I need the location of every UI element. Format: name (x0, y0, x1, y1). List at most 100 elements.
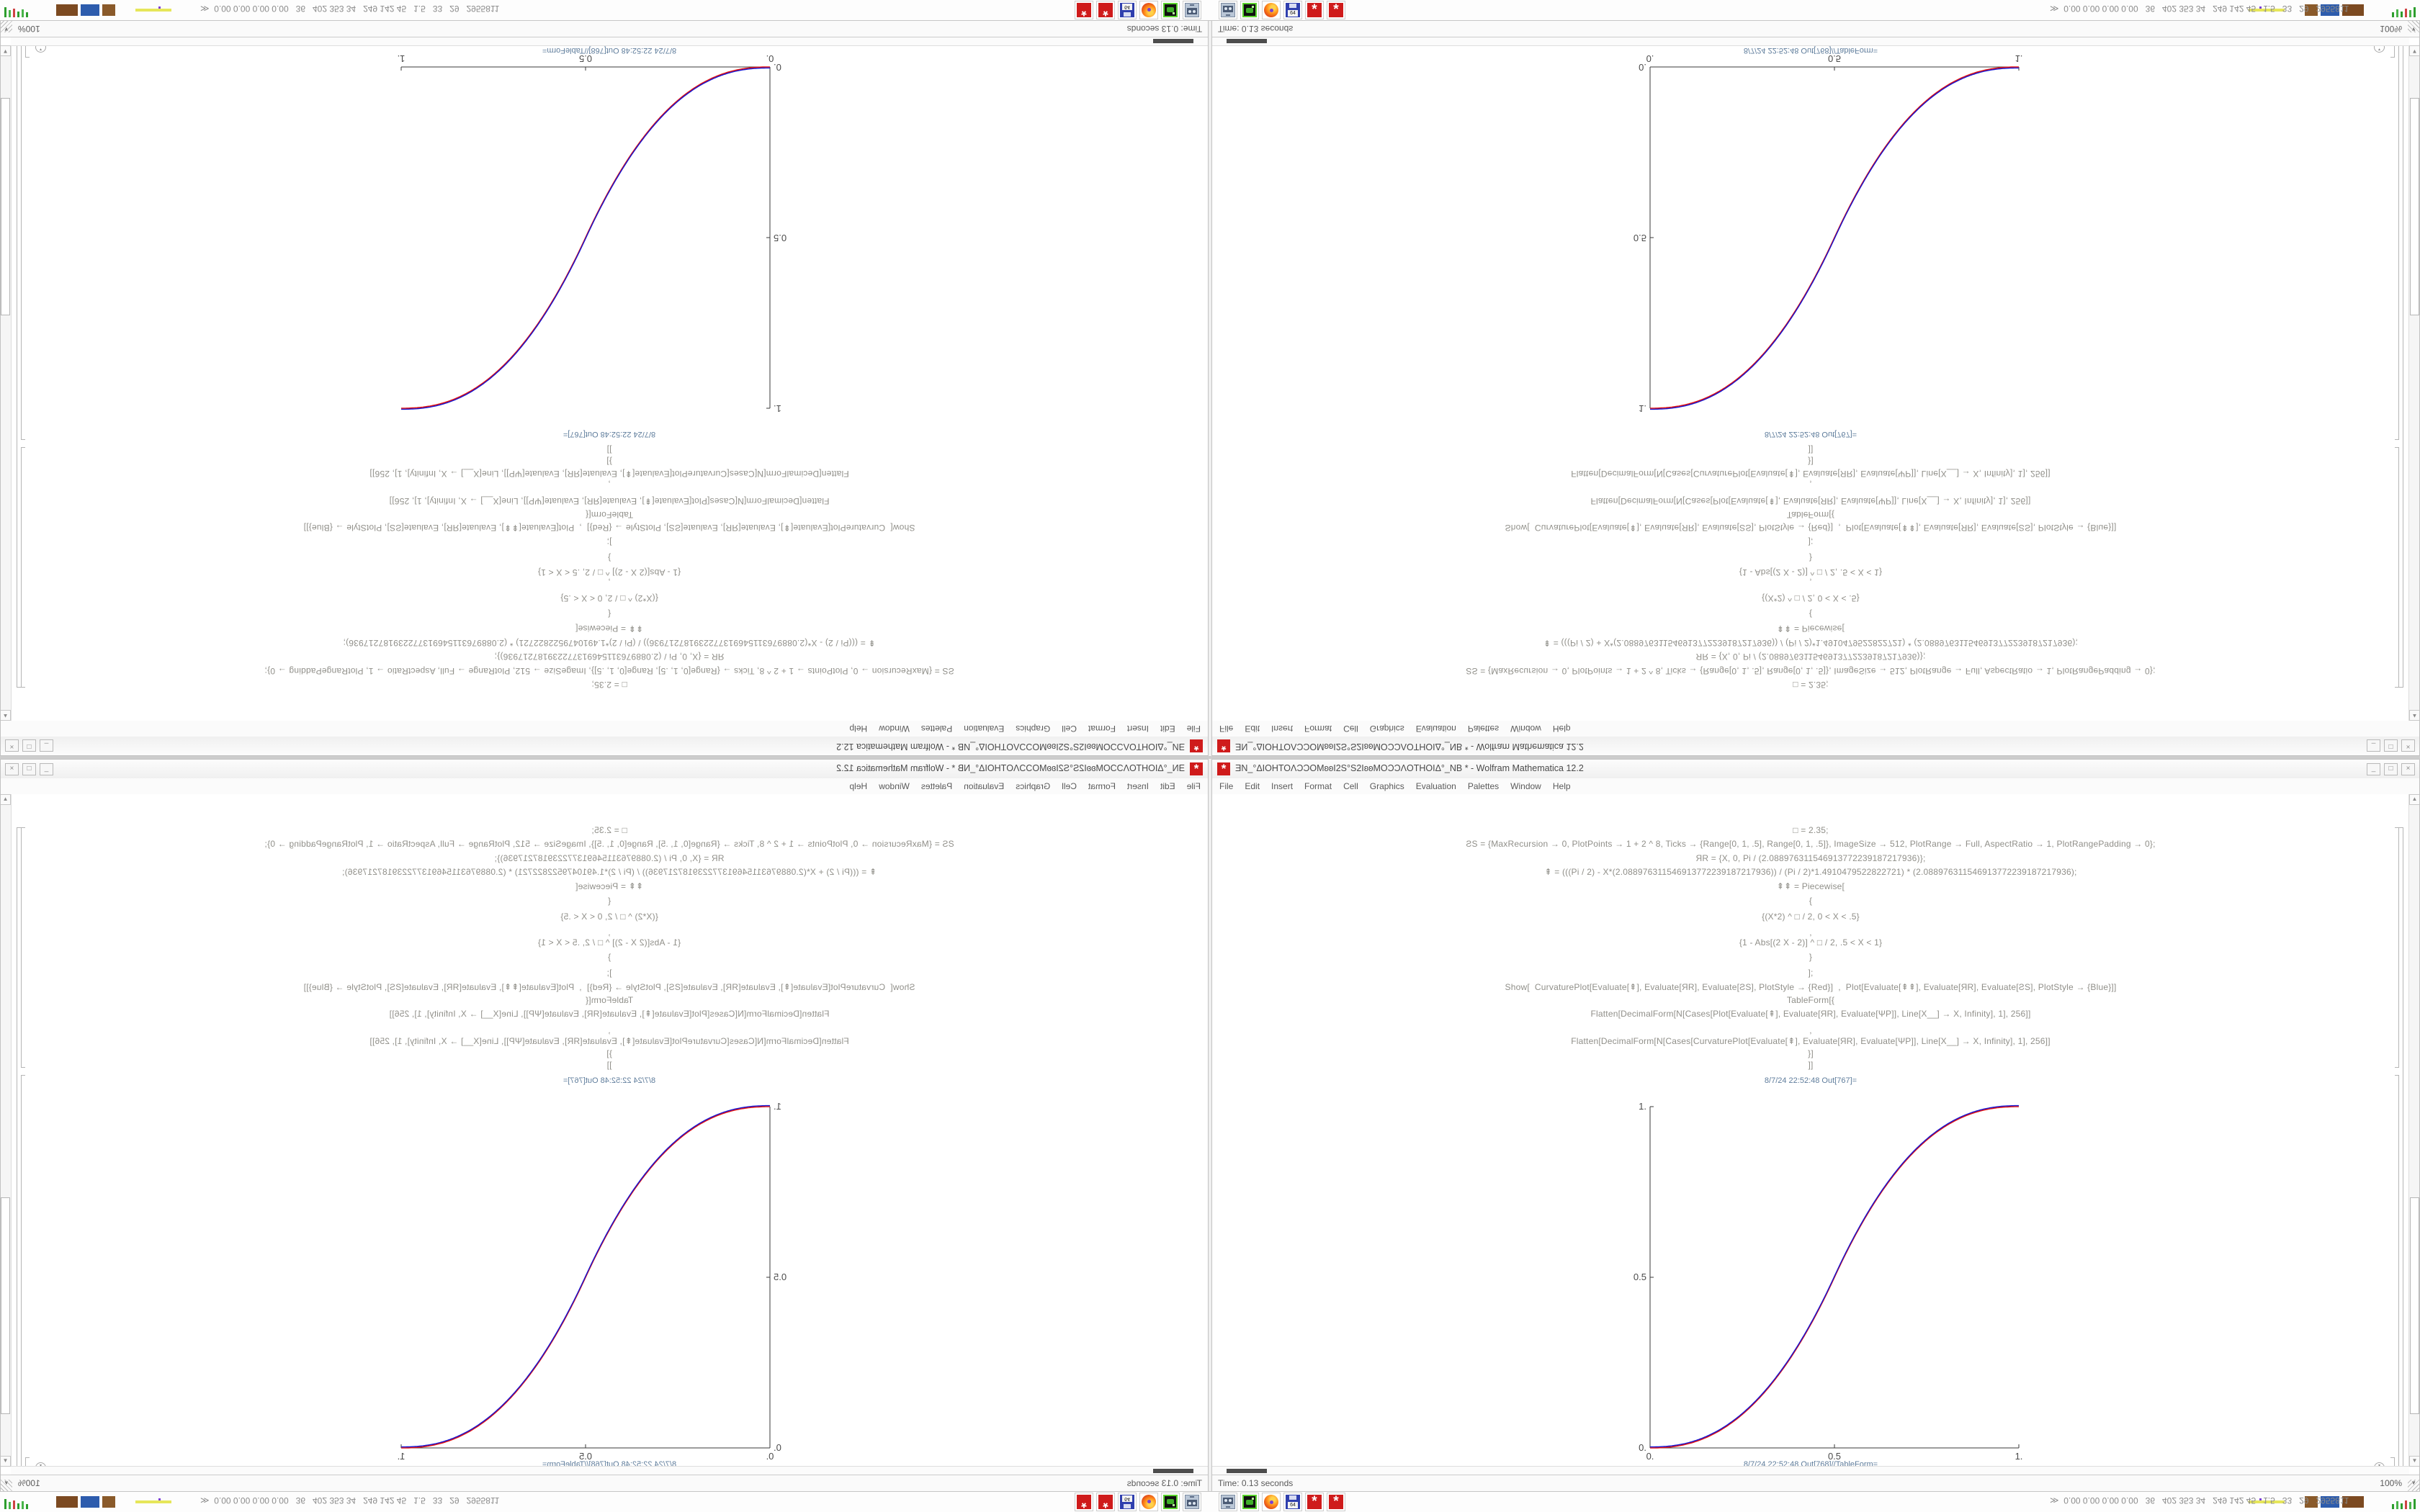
code-line[interactable]: ЯR = {X, 0, Pi / (2.08897631154691377223… (1695, 853, 1926, 863)
window-titlebar[interactable]: * ƎN_°ΔIOHTOΛϽϽOMʚʚI2S°S2IʚʚMOϽϽΛOTHOIΔ°… (1, 760, 1208, 779)
magnification-value[interactable]: 100% (2380, 1478, 2402, 1488)
maximize-button[interactable]: □ (2384, 739, 2398, 752)
horizontal-scrollbar[interactable] (1212, 1466, 2409, 1475)
launcher-screenshot-monitor-icon[interactable] (1219, 1, 1237, 19)
launcher-green-drive-icon[interactable] (1240, 1, 1259, 19)
scroll-up-arrow-icon[interactable]: ▲ (2409, 710, 2420, 721)
magnification-value[interactable]: 100% (18, 1478, 40, 1488)
window-titlebar[interactable]: * ƎN_°ΔIOHTOΛϽϽOMʚʚI2S°S2IʚʚMOϽϽΛOTHOIΔ°… (1212, 736, 2419, 755)
menu-insert[interactable]: Insert (1271, 781, 1294, 791)
menu-cell[interactable]: Cell (1062, 724, 1077, 734)
code-line[interactable]: ]] (606, 1060, 612, 1070)
vertical-scroll-thumb[interactable] (1, 98, 10, 316)
code-line[interactable]: ⇞⇞ = Piecewise[ (1776, 624, 1845, 634)
vertical-scroll-thumb[interactable] (2410, 1197, 2419, 1415)
menu-evaluation[interactable]: Evaluation (964, 781, 1005, 791)
menu-palettes[interactable]: Palettes (920, 781, 953, 791)
code-line[interactable]: , (608, 927, 611, 937)
code-line[interactable]: }] (1808, 1048, 1814, 1058)
menu-evaluation[interactable]: Evaluation (1415, 781, 1456, 791)
code-line[interactable]: ]; (1808, 968, 1814, 978)
code-line[interactable]: Flatten[DecimalForm[N[Cases[Plot[Evaluat… (389, 1009, 830, 1019)
code-line[interactable]: ƧS = {MaxRecursion → 0, PlotPoints → 1 +… (1466, 666, 2156, 676)
code-line[interactable]: ]] (606, 445, 612, 455)
launcher-screenshot-monitor-icon[interactable] (1219, 1493, 1237, 1511)
code-line[interactable]: Flatten[DecimalForm[N[Cases[CurvaturePlo… (1571, 1036, 2051, 1046)
menu-edit[interactable]: Edit (1245, 724, 1260, 734)
menu-edit[interactable]: Edit (1160, 781, 1175, 791)
code-line[interactable]: □ = 2.35; (1793, 680, 1829, 690)
vertical-scroll-thumb[interactable] (1, 1197, 10, 1415)
code-line[interactable]: ]] (1808, 1060, 1814, 1070)
menu-window[interactable]: Window (1510, 724, 1541, 734)
code-line[interactable]: Show[ CurvaturePlot[Evaluate[⇞], Evaluat… (1505, 523, 2117, 533)
code-line[interactable]: ЯR = {X, 0, Pi / (2.08897631154691377223… (494, 652, 725, 662)
maximize-button[interactable]: □ (2384, 763, 2398, 775)
code-line[interactable]: ⇞ = (((Pi / 2) - X*(2.088976311546913772… (343, 638, 876, 648)
horizontal-scroll-thumb[interactable] (1153, 39, 1193, 43)
resize-grip[interactable] (2408, 21, 2419, 32)
code-line[interactable]: Show[ CurvaturePlot[Evaluate[⇞], Evaluat… (303, 982, 915, 992)
code-line[interactable]: ⇞ = (((Pi / 2) + X*(2.088976311546913772… (1543, 638, 2079, 648)
code-line[interactable]: TableForm[{ (585, 510, 634, 520)
code-line[interactable]: ]; (606, 968, 612, 978)
code-line[interactable]: ⇞⇞ = Piecewise[ (575, 881, 644, 891)
menu-help[interactable]: Help (1552, 781, 1571, 791)
cell-bracket-output[interactable] (21, 1075, 25, 1492)
code-line[interactable]: {(X*2) ^ □ / 2, 0 < X < .5} (1762, 593, 1860, 603)
code-line[interactable]: ]] (1808, 445, 1814, 455)
minimize-button[interactable]: _ (2367, 739, 2380, 752)
launcher-mathematica-spikey-icon[interactable]: * (1305, 1, 1324, 19)
code-line[interactable]: □ = 2.35; (1793, 825, 1829, 835)
code-line[interactable]: , (608, 577, 611, 588)
code-line[interactable]: ⇞ = (((Pi / 2) - X*(2.088976311546913772… (1544, 867, 2077, 877)
menu-edit[interactable]: Edit (1245, 781, 1260, 791)
code-line[interactable]: ]; (606, 537, 612, 547)
menu-palettes[interactable]: Palettes (1467, 724, 1500, 734)
vertical-scrollbar[interactable]: ▲ ▼ (0, 45, 12, 721)
code-line[interactable]: ⇞⇞ = Piecewise[ (575, 624, 644, 634)
code-line[interactable]: {(X*2) ^ □ / 2, 0 < X < .5} (1762, 912, 1860, 922)
code-line[interactable]: , (1809, 480, 1812, 490)
code-line[interactable]: {1 - Abs[(2 X - 2)] ^ □ / 2, .5 < X < 1} (537, 937, 681, 948)
code-line[interactable]: {1 - Abs[(2 X - 2)] ^ □ / 2, .5 < X < 1} (1739, 567, 1883, 577)
scroll-up-arrow-icon[interactable]: ▲ (0, 794, 11, 805)
menu-file[interactable]: File (1186, 781, 1201, 791)
menu-help[interactable]: Help (849, 781, 868, 791)
launcher-floppy-save-icon[interactable]: 64 (1118, 1493, 1137, 1511)
code-line[interactable]: ЯR = {X, 0, Pi / (2.08897631154691377223… (494, 853, 725, 863)
menu-insert[interactable]: Insert (1271, 724, 1294, 734)
launcher-floppy-save-icon[interactable]: 64 (1283, 1493, 1302, 1511)
menu-graphics[interactable]: Graphics (1369, 781, 1404, 791)
scroll-up-arrow-icon[interactable]: ▲ (0, 710, 11, 721)
code-line[interactable]: {1 - Abs[(2 X - 2)] ^ □ / 2, .5 < X < 1} (1739, 937, 1883, 948)
code-line[interactable]: TableForm[{ (1786, 995, 1835, 1005)
launcher-firefox-browser-icon[interactable] (1262, 1, 1281, 19)
launcher-green-drive-icon[interactable] (1161, 1, 1180, 19)
code-line[interactable]: } (607, 952, 611, 962)
menu-evaluation[interactable]: Evaluation (1415, 724, 1456, 734)
menu-file[interactable]: File (1219, 724, 1234, 734)
horizontal-scrollbar[interactable] (1212, 37, 2409, 46)
vertical-scroll-thumb[interactable] (2410, 98, 2419, 316)
code-line[interactable]: Flatten[DecimalForm[N[Cases[CurvaturePlo… (369, 469, 849, 479)
maximize-button[interactable]: □ (22, 763, 36, 775)
code-line[interactable]: Show[ CurvaturePlot[Evaluate[⇞], Evaluat… (1505, 982, 2117, 992)
menu-window[interactable]: Window (1510, 781, 1541, 791)
horizontal-scroll-thumb[interactable] (1153, 1469, 1193, 1473)
menu-edit[interactable]: Edit (1160, 724, 1175, 734)
code-line[interactable]: , (608, 480, 611, 490)
launcher-firefox-browser-icon[interactable] (1262, 1493, 1281, 1511)
window-titlebar[interactable]: * ƎN_°ΔIOHTOΛϽϽOMʚʚI2S°S2IʚʚMOϽϽΛOTHOIΔ°… (1, 736, 1208, 755)
menu-window[interactable]: Window (879, 781, 910, 791)
menu-palettes[interactable]: Palettes (1467, 781, 1500, 791)
menu-cell[interactable]: Cell (1343, 724, 1358, 734)
code-line[interactable]: { (1809, 609, 1813, 619)
code-line[interactable]: ЯR = {X, 0, Pi / (2.08897631154691377223… (1695, 652, 1926, 662)
menu-graphics[interactable]: Graphics (1016, 781, 1051, 791)
resize-grip[interactable] (1, 1480, 12, 1491)
code-line[interactable]: ƧS = {MaxRecursion → 0, PlotPoints → 1 +… (1466, 839, 2156, 849)
launcher-mathematica-spikey-icon[interactable]: * (1075, 1493, 1093, 1511)
code-line[interactable]: Flatten[DecimalForm[N[Cases[CurvaturePlo… (369, 1036, 849, 1046)
code-line[interactable]: } (607, 553, 611, 563)
